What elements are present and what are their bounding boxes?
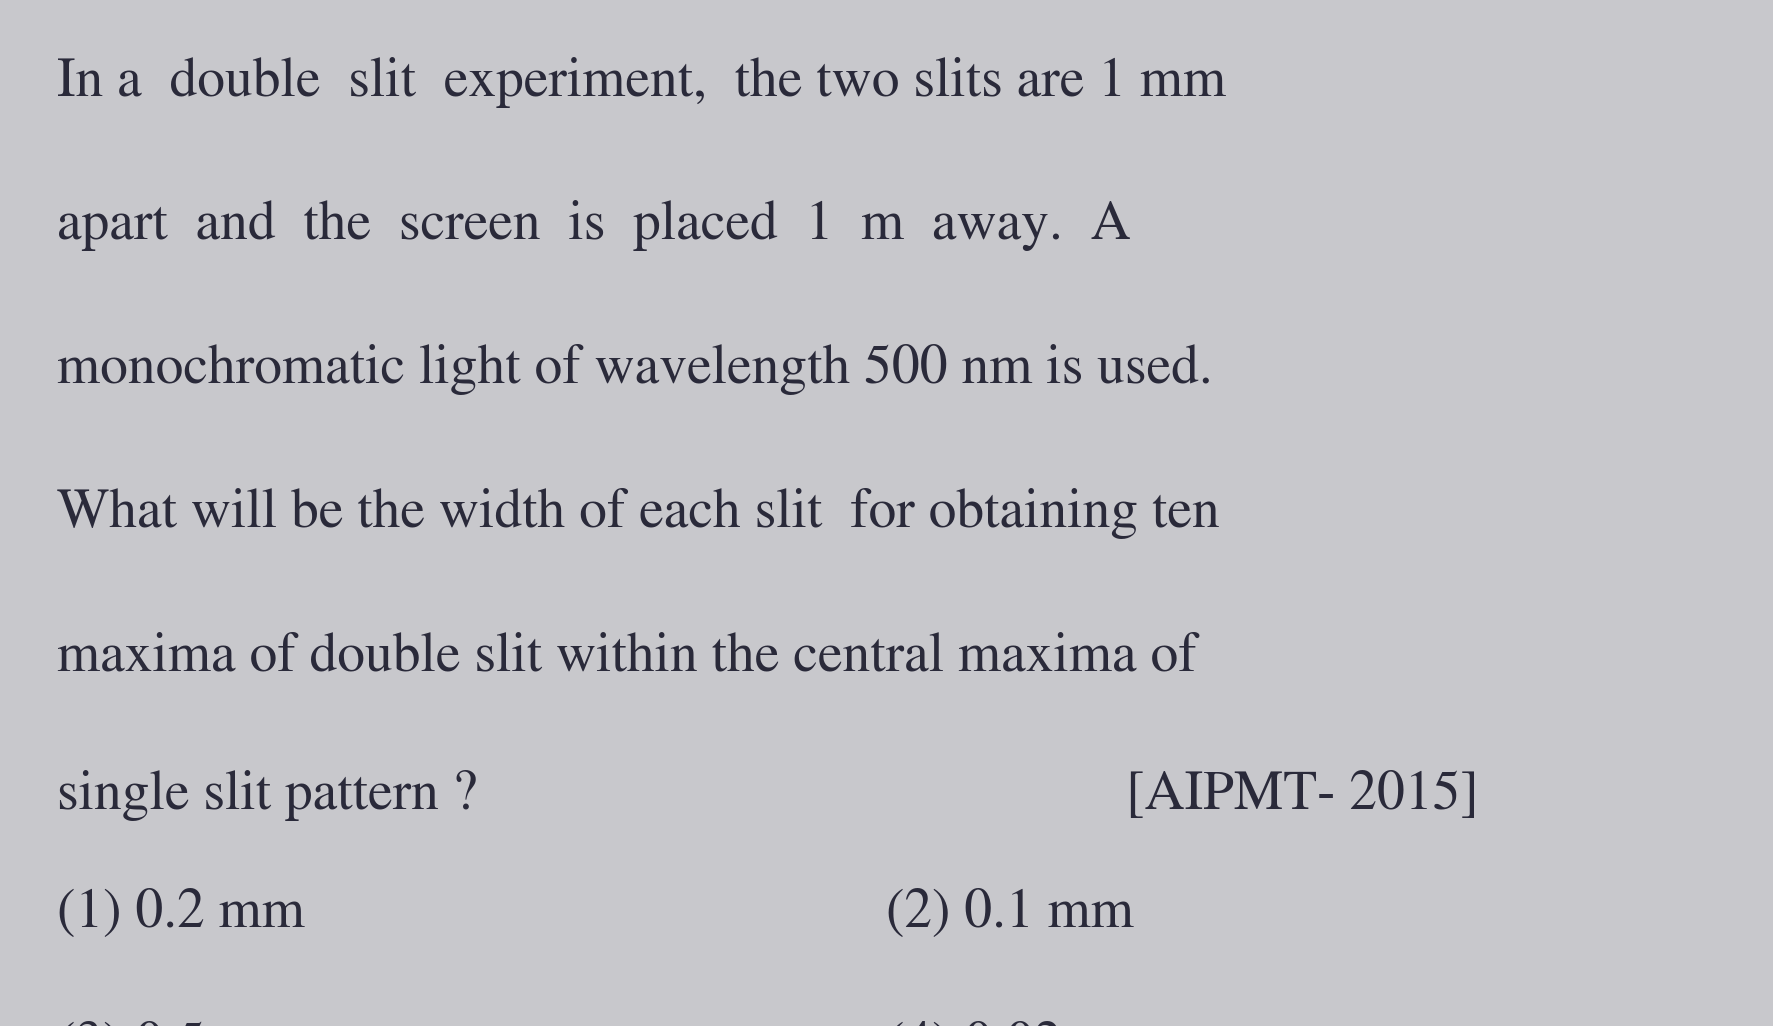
Text: apart  and  the  screen  is  placed  1  m  away.  A: apart and the screen is placed 1 m away.… [57,200,1131,251]
Text: [AIPMT- 2015]: [AIPMT- 2015] [1126,771,1479,821]
Text: single slit pattern ?: single slit pattern ? [57,770,477,821]
Text: (1) 0.2 mm: (1) 0.2 mm [57,889,305,939]
Text: (4) 0.02 mm: (4) 0.02 mm [886,1022,1163,1026]
Text: What will be the width of each slit  for obtaining ten: What will be the width of each slit for … [57,487,1220,539]
Text: maxima of double slit within the central maxima of: maxima of double slit within the central… [57,632,1197,682]
Text: (3) 0.5 mm: (3) 0.5 mm [57,1022,305,1026]
Text: (2) 0.1 mm: (2) 0.1 mm [886,889,1135,939]
Text: In a  double  slit  experiment,  the two slits are 1 mm: In a double slit experiment, the two sli… [57,56,1225,108]
Text: monochromatic light of wavelength 500 nm is used.: monochromatic light of wavelength 500 nm… [57,344,1213,395]
